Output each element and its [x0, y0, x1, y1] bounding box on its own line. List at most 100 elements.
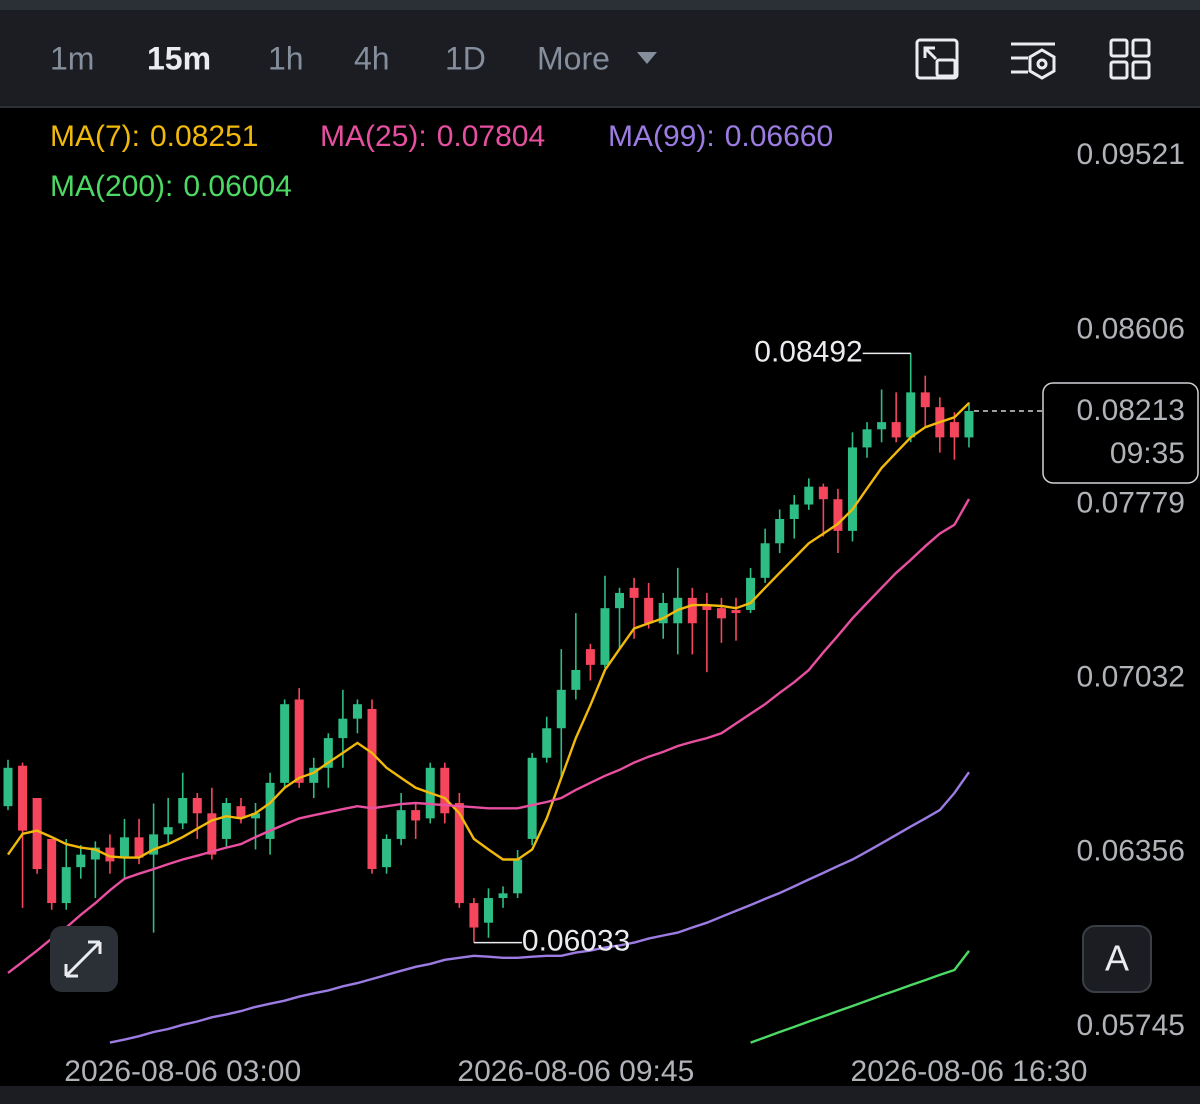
interval-tab[interactable]: 1D: [445, 40, 486, 76]
x-tick-label: 2026-08-06 16:30: [851, 1055, 1088, 1088]
y-tick-label: 0.05745: [1077, 1009, 1185, 1042]
countdown-label: 09:35: [1110, 437, 1185, 470]
x-tick-label: 2026-08-06 09:45: [457, 1055, 694, 1088]
candle-body: [585, 649, 595, 665]
last-price-box: [1042, 382, 1199, 484]
candle-body: [833, 499, 843, 531]
candle-body: [236, 806, 246, 819]
legend-name: MA(7):: [50, 120, 140, 153]
toolbar-divider: [0, 106, 1200, 108]
y-tick-label: 0.07779: [1077, 486, 1185, 519]
x-tick-label: 2026-08-06 03:00: [64, 1055, 301, 1088]
candle-body: [906, 392, 916, 438]
candle-body: [746, 577, 756, 611]
candle-body: [294, 699, 304, 783]
more-caret[interactable]: [637, 52, 657, 64]
candle-body: [149, 834, 159, 855]
candle-body: [178, 798, 188, 824]
interval-tab[interactable]: More: [537, 40, 610, 76]
legend-entry: MA(25): 0.07804: [320, 120, 545, 153]
candle-body: [134, 837, 144, 858]
expand-icon: [64, 940, 102, 978]
candle-body: [76, 854, 86, 868]
candle-body: [119, 837, 129, 858]
ma-line: [750, 950, 970, 1044]
candle-body: [658, 602, 668, 624]
candle-body: [454, 803, 464, 904]
interval-tab[interactable]: 1h: [268, 40, 304, 76]
candle-body: [702, 606, 712, 611]
candle-body: [265, 782, 275, 839]
candle-body: [687, 597, 697, 624]
expand-button[interactable]: [50, 926, 118, 992]
candle-body: [513, 859, 523, 894]
candle-body: [382, 838, 392, 868]
candle-body: [804, 486, 814, 505]
candle-body: [338, 718, 348, 739]
toolbar-top-edge: [0, 0, 1200, 10]
interval-tab[interactable]: 4h: [354, 40, 390, 76]
candle-body: [251, 813, 261, 819]
legend-value: 0.08251: [150, 120, 258, 153]
candle-body: [760, 543, 770, 578]
ma-line: [7, 498, 971, 974]
legend-entry: MA(99): 0.06660: [608, 120, 833, 153]
candle-body: [221, 803, 231, 839]
candle-body: [775, 518, 785, 544]
candle-body: [877, 422, 887, 430]
layout-icon[interactable]: [1109, 38, 1151, 80]
candle-body: [440, 767, 450, 814]
auto-scale-label[interactable]: A: [1105, 938, 1129, 979]
y-tick-label: 0.08606: [1077, 312, 1185, 345]
candle-body: [163, 827, 173, 835]
toolbar-icons: [915, 38, 1151, 80]
candle-body: [498, 893, 508, 899]
candle-body: [920, 392, 930, 408]
candle-body: [789, 504, 799, 519]
high-marker-label: 0.08492: [754, 335, 862, 368]
candle-body: [483, 898, 493, 923]
ma-line: [7, 402, 970, 861]
legend-name: MA(99):: [608, 120, 715, 153]
indicator-settings-icon[interactable]: [1011, 42, 1056, 80]
candle-body: [309, 767, 319, 783]
candle-body: [891, 422, 901, 438]
ma-line: [109, 771, 970, 1044]
candle-body: [644, 597, 654, 624]
interval-tab[interactable]: 15m: [147, 40, 211, 76]
legend-name: MA(200):: [50, 170, 173, 203]
candle-body: [280, 704, 290, 783]
candle-body: [469, 903, 479, 928]
plot-area: 0.09521 0.08606 0.07779 0.07032 0.06356 0.057…: [3, 120, 1199, 1088]
y-tick-label: 0.06356: [1077, 835, 1185, 868]
candle-body: [207, 813, 217, 855]
candle-body: [629, 587, 639, 598]
candle-body: [949, 422, 959, 438]
candle-body: [90, 847, 100, 860]
y-tick-label: 0.07032: [1077, 660, 1185, 693]
candle-body: [964, 410, 974, 438]
bottom-bar: [0, 1086, 1200, 1104]
y-tick-label: 0.09521: [1077, 138, 1185, 171]
candle-body: [847, 447, 857, 531]
legend-entry: MA(200): 0.06004: [50, 170, 292, 203]
legend-value: 0.07804: [437, 120, 545, 153]
candle-body: [731, 610, 741, 614]
candle-body: [105, 847, 115, 862]
candle-body: [367, 708, 377, 870]
candle-body: [47, 838, 57, 904]
candle-body: [61, 867, 71, 904]
legend-name: MA(25):: [320, 120, 427, 153]
auto-scale-button[interactable]: [1082, 925, 1152, 993]
legend-entry: MA(7): 0.08251: [50, 120, 258, 153]
candle-body: [3, 767, 13, 807]
candle-body: [352, 704, 362, 719]
interval-tab[interactable]: 1m: [50, 40, 94, 76]
candle-body: [600, 608, 610, 665]
fullscreen-icon[interactable]: [915, 38, 959, 80]
candle-body: [716, 608, 726, 619]
legend-value: 0.06004: [183, 170, 291, 203]
candle-body: [527, 757, 537, 839]
